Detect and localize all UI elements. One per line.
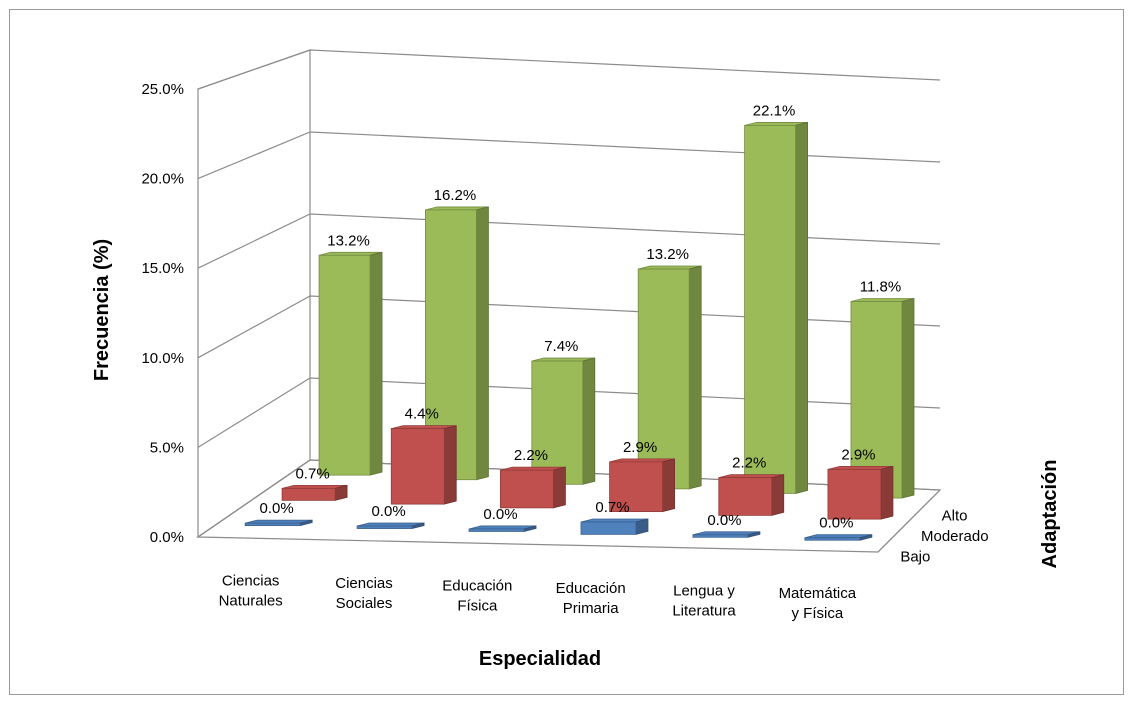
category-label-3: Educación Primaria: [556, 580, 626, 617]
y-tick-label: 5.0%: [150, 439, 184, 456]
gridline: [197, 49, 941, 90]
category-label-2: Educación Física: [442, 577, 512, 614]
data-label-moderado-0: 0.7%: [295, 465, 329, 482]
category-label-5: Matemática y Física: [779, 585, 857, 622]
bar-moderado-2: [500, 466, 566, 509]
data-label-bajo-1: 0.0%: [371, 503, 405, 520]
data-label-bajo-5: 0.0%: [819, 515, 853, 532]
bar-alto-2: [531, 357, 596, 485]
y-axis-ticks: 0.0% 5.0% 10.0% 15.0% 20.0% 25.0%: [141, 81, 184, 546]
bar-bajo-1: [356, 522, 425, 530]
data-label-moderado-5: 2.9%: [841, 446, 875, 463]
bar-moderado-3: [609, 458, 675, 513]
data-label-bajo-0: 0.0%: [260, 500, 294, 517]
data-label-bajo-3: 0.7%: [595, 499, 629, 516]
bar-moderado-5: [827, 465, 894, 520]
data-label-alto-3: 13.2%: [646, 246, 689, 263]
y-axis-title: Frecuencia (%): [91, 239, 113, 381]
data-label-alto-4: 22.1%: [753, 102, 796, 119]
depth-label-moderado: Moderado: [921, 528, 989, 545]
data-label-alto-2: 7.4%: [544, 338, 578, 355]
data-label-bajo-4: 0.0%: [707, 512, 741, 529]
bar-bajo-4: [692, 531, 761, 538]
y-tick-label: 20.0%: [141, 171, 184, 188]
data-label-moderado-1: 4.4%: [405, 406, 439, 423]
data-label-moderado-2: 2.2%: [514, 447, 548, 464]
bars: [244, 121, 915, 541]
bar-moderado-0: [281, 484, 348, 501]
bar-alto-4: [744, 121, 808, 494]
data-label-alto-5: 11.8%: [860, 279, 901, 296]
data-labels: 13.2% 16.2% 7.4% 13.2% 22.1% 11.8% 0.7% 4.4% 2.2…: [260, 102, 902, 531]
bar-moderado-1: [390, 425, 457, 505]
chart-frame: [9, 9, 1124, 695]
bar-bajo-3: [580, 518, 649, 535]
bar-bajo-2: [468, 525, 537, 532]
category-label-1: Ciencias Sociales: [335, 575, 393, 612]
y-tick-label: 0.0%: [150, 529, 184, 546]
gridline: [197, 213, 941, 269]
depth-label-bajo: Bajo: [900, 549, 930, 566]
bar-alto-0: [318, 251, 383, 476]
x-axis-title: Especialidad: [479, 648, 601, 670]
data-label-alto-0: 13.2%: [327, 232, 370, 249]
data-label-moderado-3: 2.9%: [623, 439, 657, 456]
x-axis-categories: Ciencias Naturales Ciencias Sociales Educaci…: [219, 572, 857, 622]
data-label-moderado-4: 2.2%: [732, 455, 766, 472]
y-tick-label: 15.0%: [141, 260, 184, 277]
bar-moderado-4: [718, 474, 785, 516]
bar-bajo-5: [804, 534, 873, 541]
category-label-4: Lengua y Literatura: [672, 582, 736, 619]
depth-axis-line: [877, 489, 941, 553]
gridline: [197, 131, 941, 180]
depth-axis-labels: Bajo Moderado Alto: [877, 489, 989, 566]
depth-label-alto: Alto: [942, 507, 968, 524]
category-label-0: Ciencias Naturales: [219, 572, 283, 609]
left-wall: [197, 49, 311, 539]
y-tick-label: 25.0%: [141, 81, 184, 98]
data-label-bajo-2: 0.0%: [483, 506, 517, 523]
depth-axis-title: Adaptación: [1039, 460, 1061, 569]
bar-alto-5: [850, 298, 915, 499]
bar-alto-3: [637, 265, 702, 490]
gridline: [197, 295, 941, 359]
y-tick-label: 10.0%: [141, 350, 184, 367]
gridline: [197, 377, 941, 448]
bar-bajo-0: [244, 519, 313, 527]
data-label-alto-1: 16.2%: [434, 187, 477, 204]
